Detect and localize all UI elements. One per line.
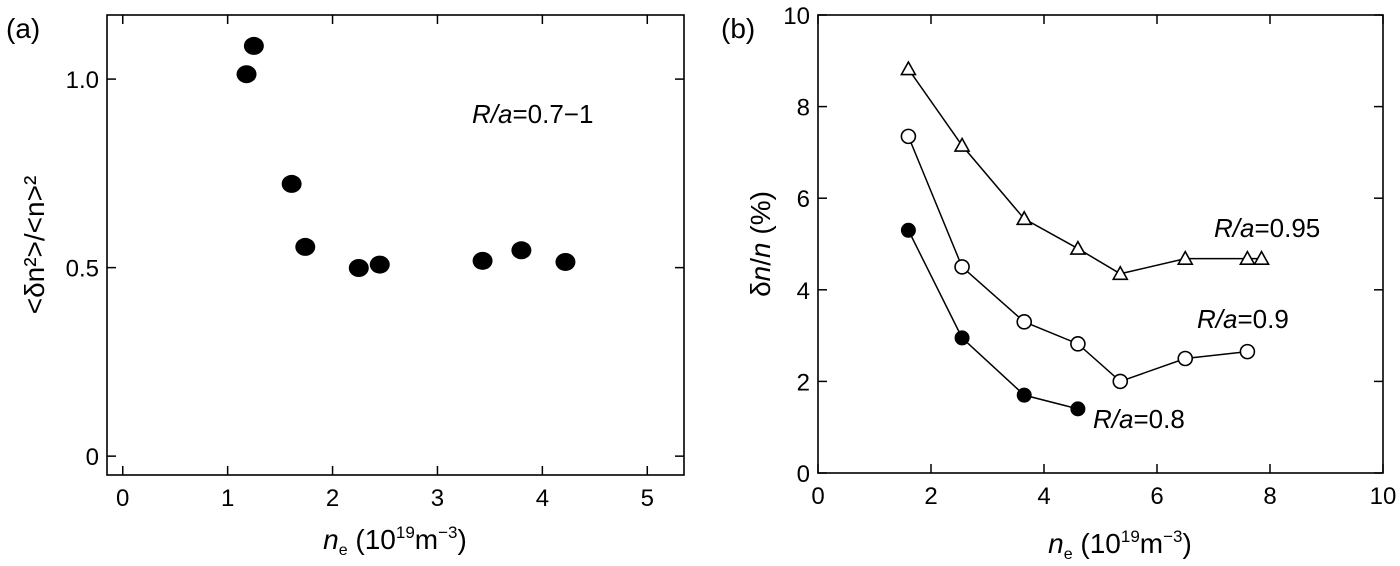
data-point-triangle [1253, 250, 1270, 265]
panel-a-label: (a) [6, 13, 40, 44]
data-point-triangle [1239, 250, 1256, 265]
data-point-open-circle [954, 259, 970, 275]
data-point-triangle [1069, 239, 1087, 255]
x-tick-label: 2 [326, 485, 339, 512]
y-tick-label: 2 [797, 369, 810, 396]
panel-b-frame [817, 14, 1384, 474]
data-point-open-circle [900, 128, 917, 145]
panel-b-label: (b) [721, 13, 755, 44]
panel-a-points [236, 36, 576, 277]
scatter-point [555, 252, 576, 271]
scatter-point [472, 251, 493, 270]
panel-a-scatter: (a) 0 1 2 3 4 5 0 0.5 1.0 R/a=0.7−1 ne (1019m−3… [6, 13, 685, 559]
data-point-open-circle [1112, 373, 1129, 390]
panel-a-y-tick-labels: 0 0.5 1.0 [66, 67, 99, 471]
series-label-0.95: R/a=0.95 [1214, 213, 1320, 243]
panel-b-ticks [817, 14, 1384, 474]
x-tick-label: 8 [1263, 483, 1276, 510]
y-tick-label: 0 [797, 461, 810, 488]
series-1 [900, 128, 1256, 390]
panel-b-x-axis-label: ne (1019m−3) [1048, 527, 1192, 563]
data-point-open-circle [1177, 350, 1194, 367]
panel-a-annotation: R/a=0.7−1 [472, 99, 593, 129]
series-line [907, 68, 1262, 275]
data-point-triangle [1015, 210, 1033, 226]
data-point-open-circle [1016, 314, 1033, 330]
data-point-triangle [953, 136, 971, 152]
x-tick-label: 4 [1037, 483, 1050, 510]
panel-b-y-tick-labels: 0 2 4 6 8 10 [783, 3, 810, 488]
panel-b-y-axis-label: δn/n (%) [745, 191, 776, 297]
series-line [907, 229, 1079, 410]
series-label-0.8: R/a=0.8 [1093, 404, 1185, 434]
panel-a-frame [106, 14, 685, 476]
series-0 [900, 60, 1270, 281]
data-point-open-circle [1070, 336, 1086, 352]
y-tick-label: 10 [783, 3, 810, 30]
scatter-point [511, 241, 532, 260]
y-tick-label: 6 [797, 186, 810, 213]
data-point-triangle [1176, 250, 1194, 265]
x-tick-label: 0 [811, 483, 824, 510]
data-point-open-circle [1239, 343, 1256, 360]
data-point-filled [954, 330, 970, 346]
data-point-filled [1070, 401, 1086, 417]
data-point-triangle [900, 60, 917, 76]
y-tick-label: 1.0 [66, 67, 99, 94]
scatter-point [348, 259, 369, 277]
x-tick-label: 3 [431, 485, 444, 512]
x-tick-label: 5 [641, 485, 654, 512]
x-tick-label: 2 [924, 483, 937, 510]
x-tick-label: 0 [116, 485, 129, 512]
data-point-filled [900, 222, 916, 238]
panel-b-line: (b) 0 2 4 6 8 10 0 2 4 6 8 10 R/a=0.95 R/a=0.9 R/a… [721, 3, 1396, 563]
panel-b-series [900, 60, 1270, 417]
panel-a-y-axis-label: <δn²>/<n>² [19, 176, 50, 315]
y-tick-label: 0 [86, 444, 99, 471]
scatter-point [243, 36, 264, 55]
panel-b-x-tick-labels: 0 2 4 6 8 10 [811, 483, 1396, 510]
data-point-filled [1016, 387, 1032, 403]
y-tick-label: 0.5 [66, 256, 99, 283]
y-tick-label: 4 [797, 278, 810, 305]
series-2 [900, 222, 1086, 417]
data-point-triangle [1111, 265, 1129, 281]
y-tick-label: 8 [797, 95, 810, 122]
scatter-point [236, 65, 257, 84]
x-tick-label: 10 [1370, 483, 1397, 510]
scatter-point [281, 174, 302, 193]
panel-a-x-tick-labels: 0 1 2 3 4 5 [116, 485, 654, 512]
series-label-0.9: R/a=0.9 [1197, 304, 1289, 334]
scatter-point [369, 255, 390, 274]
x-tick-label: 4 [536, 485, 549, 512]
x-tick-label: 6 [1150, 483, 1163, 510]
scatter-point [295, 237, 316, 256]
x-tick-label: 1 [221, 485, 234, 512]
panel-a-ticks [107, 15, 684, 475]
panel-a-x-axis-label: ne (1019m−3) [323, 523, 467, 559]
